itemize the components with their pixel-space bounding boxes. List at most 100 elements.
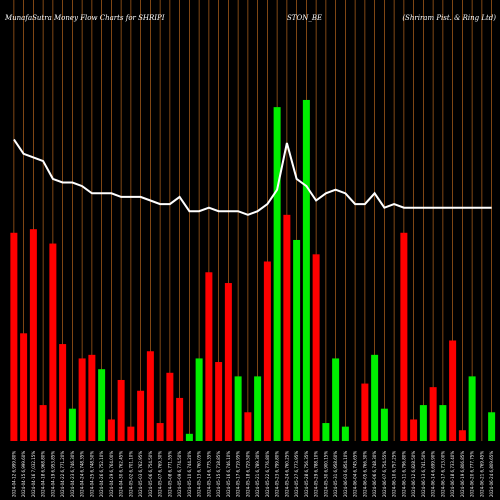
x-tick-label: 2024-06-06 6,748.30% [372, 451, 377, 497]
header-title-middle: STON_BE [287, 14, 322, 22]
bar [146, 351, 154, 441]
x-tick-label: 2024-04-12 6,999.80% [11, 451, 16, 497]
price-line-path [13, 138, 492, 216]
x-tick-label: 2024-05-30 6,900.15% [323, 451, 328, 497]
x-tick-label: 2024-06-13 6,741.50% [421, 451, 426, 497]
bar [117, 379, 125, 441]
header-subtitle-right: (Shriram Pist. & Ring Ltd) [402, 14, 496, 22]
x-tick-label: 2024-04-15 6,999.60% [21, 451, 26, 497]
bar [322, 423, 330, 441]
x-tick-label: 2024-06-14 6,699.90% [431, 451, 436, 497]
bar [341, 426, 349, 441]
bar [429, 387, 437, 441]
bar [244, 412, 252, 441]
x-tick-label: 2024-06-19 6,806.85% [460, 451, 465, 497]
bar [380, 408, 388, 441]
bar [468, 376, 476, 441]
bar [361, 383, 369, 441]
bar [68, 408, 76, 441]
bar [156, 423, 164, 441]
x-tick-label: 2024-05-08 6,771.55% [167, 451, 172, 497]
bar [312, 254, 320, 441]
x-tick-label: 2024-06-12 6,828.50% [411, 451, 416, 497]
bar [458, 430, 466, 441]
bar [20, 333, 28, 441]
x-tick-label: 2024-04-25 6,748.50% [89, 451, 94, 497]
bar [273, 107, 281, 441]
x-tick-label: 2024-06-20 6,777.75% [470, 451, 475, 497]
bar [107, 419, 115, 441]
bar [254, 376, 262, 441]
bar [283, 214, 291, 441]
x-tick-label: 2024-05-03 6,762.95% [138, 451, 143, 497]
bar [195, 358, 203, 441]
x-tick-label: 2024-06-05 6,766.30% [362, 451, 367, 497]
bar [302, 99, 310, 441]
bar [234, 376, 242, 441]
x-tick-label: 2024-06-04 6,745.65% [353, 451, 358, 497]
x-tick-label: 2024-05-21 6,789.30% [255, 451, 260, 497]
x-tick-label: 2024-05-15 6,718.85% [216, 451, 221, 497]
x-tick-label: 2024-05-28 6,756.35% [304, 451, 309, 497]
header-title-left: MunafaSutra Money Flow Charts for SHRIPI [4, 14, 165, 22]
x-tick-label: 2024-06-18 6,733.40% [450, 451, 455, 497]
bar [293, 239, 301, 441]
x-tick-label: 2024-06-10 6,757.25% [392, 451, 397, 497]
x-tick-label: 2024-05-31 6,958.60% [333, 451, 338, 497]
x-tick-label: 2024-06-03 6,854.10% [343, 451, 348, 497]
bar [137, 390, 145, 441]
x-tick-label: 2024-04-16 7,032.15% [31, 451, 36, 497]
x-tick-label: 2024-05-27 6,773.95% [294, 451, 299, 497]
bar [449, 340, 457, 441]
bar [29, 229, 37, 441]
bar [78, 358, 86, 441]
money-flow-bars [10, 99, 496, 441]
bar [59, 344, 67, 441]
x-tick-label: 2024-05-22 6,776.80% [265, 451, 270, 497]
bar [410, 419, 418, 441]
bar [205, 272, 213, 441]
x-tick-label: 2024-04-22 6,771.20% [60, 451, 65, 497]
x-tick-label: 2024-05-23 6,799.80% [275, 451, 280, 497]
x-tick-label: 2024-06-11 6,796.80% [401, 451, 406, 497]
bar [185, 433, 193, 441]
bar [215, 362, 223, 441]
bar [176, 397, 184, 441]
x-tick-label: 2024-05-07 6,769.30% [158, 451, 163, 497]
x-tick-label: 2024-05-29 6,788.10% [314, 451, 319, 497]
x-tick-label: 2024-05-06 6,754.50% [148, 451, 153, 497]
bar [88, 354, 96, 441]
x-tick-label: 2024-04-23 6,746.30% [70, 451, 75, 497]
x-tick-label: 2024-05-09 6,774.50% [177, 451, 182, 497]
x-tick-label: 2024-06-17 6,713.00% [440, 451, 445, 497]
x-tick-labels: 2024-04-12 6,999.80% 2024-04-15 6,999.60%… [11, 451, 494, 497]
x-tick-label: 2024-05-16 6,746.10% [226, 451, 231, 497]
bar [127, 426, 135, 441]
x-tick-label: 2024-05-14 6,775.35% [206, 451, 211, 497]
bar [263, 261, 271, 441]
bar [49, 243, 57, 441]
bar [488, 412, 496, 441]
x-tick-label: 2024-06-24 6,809.65% [489, 451, 494, 497]
x-tick-label: 2024-06-21 6,769.45% [479, 451, 484, 497]
x-tick-label: 2024-05-18 6,729.50% [245, 451, 250, 497]
bar [332, 358, 340, 441]
bar [224, 283, 232, 441]
bar [166, 372, 174, 441]
bar [10, 232, 18, 441]
bar [39, 405, 47, 441]
x-tick-label: 2024-06-07 6,754.55% [382, 451, 387, 497]
x-tick-label: 2024-05-24 6,760.25% [284, 451, 289, 497]
x-tick-label: 2024-04-19 6,953.85% [50, 451, 55, 497]
x-tick-label: 2024-05-13 6,760.05% [197, 451, 202, 497]
x-tick-label: 2024-05-17 6,719.95% [236, 451, 241, 497]
x-tick-label: 2024-04-30 6,762.45% [119, 451, 124, 497]
bar [400, 232, 408, 441]
bar [98, 369, 106, 441]
x-tick-label: 2024-05-02 6,701.10% [128, 451, 133, 497]
x-tick-label: 2024-04-29 6,764.00% [109, 451, 114, 497]
bar [371, 354, 379, 441]
x-tick-label: 2024-04-24 6,748.35% [80, 451, 85, 497]
price-line [13, 138, 492, 216]
